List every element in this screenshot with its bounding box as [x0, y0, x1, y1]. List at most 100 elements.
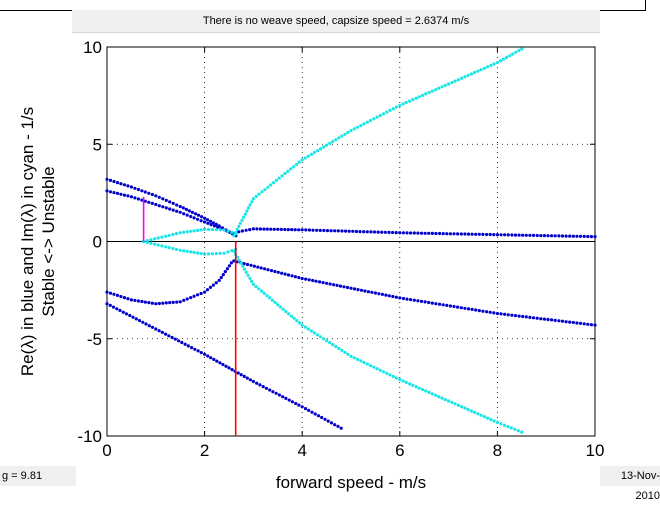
data-point — [309, 329, 313, 333]
data-point — [388, 108, 392, 112]
data-point — [185, 230, 189, 234]
data-point — [210, 252, 214, 256]
y-tick-label: -5 — [87, 330, 102, 349]
data-point — [129, 185, 133, 189]
data-point — [140, 299, 144, 304]
data-point — [283, 272, 287, 276]
data-point — [340, 229, 344, 233]
data-point — [290, 274, 294, 278]
data-point — [293, 275, 297, 279]
data-point — [459, 306, 463, 310]
data-point — [150, 192, 154, 197]
series-imag-part-8 — [232, 47, 524, 238]
data-point — [153, 242, 157, 246]
data-point — [309, 152, 313, 156]
data-point — [482, 415, 486, 419]
data-point — [409, 231, 413, 235]
data-point — [514, 50, 518, 54]
data-point — [310, 410, 314, 414]
data-point — [344, 229, 348, 233]
data-point — [450, 80, 454, 85]
data-point — [199, 291, 203, 296]
data-point — [303, 156, 307, 160]
data-point — [249, 263, 253, 267]
data-point — [174, 247, 179, 251]
data-point — [167, 233, 171, 237]
data-point — [251, 197, 255, 201]
data-point — [437, 395, 441, 399]
data-point — [589, 235, 594, 239]
data-point — [315, 333, 320, 337]
data-point — [363, 289, 367, 293]
data-point — [115, 191, 120, 195]
data-point — [318, 147, 323, 151]
data-point — [372, 230, 377, 234]
data-point — [391, 107, 395, 111]
data-point — [571, 234, 575, 238]
data-point — [223, 270, 227, 274]
data-point — [380, 230, 384, 234]
data-point — [124, 312, 129, 316]
data-point — [137, 319, 142, 323]
data-point — [510, 313, 514, 317]
data-point — [105, 290, 109, 294]
data-point — [355, 125, 360, 129]
data-point — [539, 317, 543, 321]
data-point — [273, 300, 277, 304]
data-point — [286, 273, 291, 277]
data-point — [136, 299, 140, 303]
data-point — [115, 307, 119, 311]
data-point — [218, 251, 222, 255]
data-point — [212, 357, 216, 361]
data-point — [240, 218, 244, 222]
data-point — [326, 419, 330, 423]
data-point — [147, 200, 151, 204]
data-point — [477, 309, 481, 313]
data-point — [278, 305, 283, 309]
data-point — [287, 312, 291, 316]
data-point — [492, 311, 496, 315]
data-point — [154, 327, 158, 331]
data-point — [239, 373, 243, 377]
data-point — [404, 380, 408, 384]
data-point — [122, 183, 126, 187]
data-point — [460, 76, 464, 80]
data-point — [489, 63, 493, 67]
data-point — [284, 309, 288, 314]
data-point — [147, 191, 151, 195]
data-point — [398, 378, 402, 382]
y-tick-label: 5 — [93, 135, 102, 154]
data-point — [524, 315, 528, 319]
data-point — [322, 228, 326, 233]
data-point — [290, 400, 294, 404]
data-point — [264, 386, 268, 390]
data-point — [105, 177, 109, 181]
data-point — [376, 230, 380, 234]
data-point — [412, 298, 416, 302]
data-point — [354, 229, 358, 234]
data-point — [557, 319, 561, 323]
data-point — [251, 227, 255, 231]
data-point — [351, 229, 355, 233]
data-point — [143, 300, 147, 304]
data-point — [156, 236, 160, 240]
data-point — [184, 207, 188, 211]
data-point — [196, 217, 200, 221]
data-point — [128, 313, 132, 318]
data-point — [236, 371, 240, 375]
data-point — [322, 337, 326, 341]
data-point — [452, 304, 456, 309]
data-point — [481, 232, 485, 236]
data-point — [280, 174, 284, 178]
y-tick-label: 0 — [93, 233, 102, 252]
data-point — [513, 233, 518, 237]
data-point — [211, 221, 215, 225]
data-point — [167, 334, 171, 338]
data-point — [294, 401, 298, 406]
data-point — [286, 228, 290, 232]
data-point — [463, 232, 467, 236]
data-point — [238, 221, 242, 225]
data-point — [289, 167, 293, 171]
data-point — [557, 234, 561, 238]
data-point — [199, 219, 203, 223]
